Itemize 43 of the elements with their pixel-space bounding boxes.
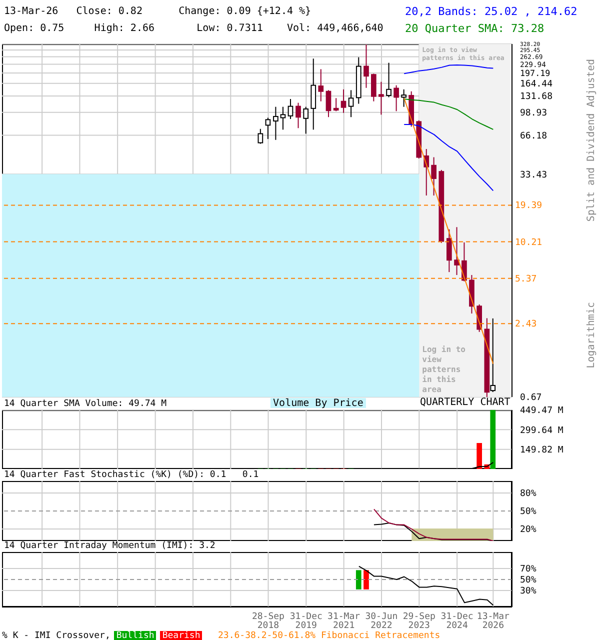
text: Logarithmic: [586, 302, 597, 368]
y-tick-label: 149.82 M: [520, 445, 564, 456]
chart-title: 13-Mar-26 Close: 0.82 Change: 0.09 {+12.4 %}: [4, 5, 312, 19]
x-tick-label: 29-Sep 2023: [402, 612, 436, 631]
chart-title: 14 Quarter SMA Volume: 49.74 M: [4, 399, 167, 409]
y-tick-label: 50%: [520, 507, 537, 518]
x-tick-label: 31-Dec 2024: [440, 612, 474, 631]
text: Bullish: [114, 631, 156, 640]
annotation: Log in to view patterns in this area: [422, 345, 466, 395]
x-tick-label: 31-Mar 2021: [328, 612, 361, 631]
y-tick-label: 131.68: [520, 92, 553, 102]
ref-line-label: 19.39: [515, 201, 542, 212]
y-tick-label: 50%: [520, 576, 537, 586]
chart-title: 14 Quarter Intraday Momentum (IMI): 3.2: [4, 541, 216, 551]
x-tick-label: 13-Mar 2026: [476, 612, 510, 631]
annotation: QUARTERLY CHART: [420, 397, 510, 408]
y-axis-title: Split and Dividend Adjusted: [586, 59, 597, 222]
ref-line-label: 2.43: [515, 320, 537, 330]
y-tick-label: 164.44: [520, 80, 553, 90]
y-tick-label: 33.43: [520, 170, 548, 180]
ref-line-label: 5.37: [515, 274, 537, 284]
legend-title: % K - IMI Crossover,: [2, 631, 110, 640]
chart-subtitle: Open: 0.75 High: 2.66 Low: 0.7311 Vol: 449,466,640: [4, 22, 384, 36]
y-tick-label: 70%: [520, 564, 537, 575]
y-tick-label: 80%: [520, 489, 537, 500]
y-tick-label: 0.67: [520, 393, 542, 404]
y-tick-label: 449.47 M: [520, 406, 564, 416]
x-tick-label: 30-Jun 2022: [365, 612, 398, 631]
text: 20,2 Bands: 25.02 , 214.62: [405, 4, 578, 20]
x-tick-label: 28-Sep 2018: [252, 612, 284, 631]
ref-line-label: 10.21: [515, 238, 542, 248]
text: 23.6-38.2-50-61.8% Fibonacci Retracements: [218, 631, 440, 640]
y-tick-label: 299.64 M: [520, 426, 564, 436]
y-tick-label: 197.19: [520, 68, 550, 78]
y-tick-label: 98.93: [520, 108, 548, 118]
y-tick-label: 66.18: [520, 131, 548, 142]
text: Bearish: [160, 631, 202, 640]
y-tick-label: 30%: [520, 586, 537, 597]
band-label: Volume By Price: [273, 398, 364, 409]
y-tick-label: 20%: [520, 525, 537, 536]
chart-title: 14 Quarter Fast Stochastic (%K) (%D): 0.1 0.1: [4, 470, 259, 480]
text: 20 Quarter SMA: 73.28: [405, 21, 546, 37]
x-tick-label: 31-Dec 2019: [290, 612, 322, 631]
